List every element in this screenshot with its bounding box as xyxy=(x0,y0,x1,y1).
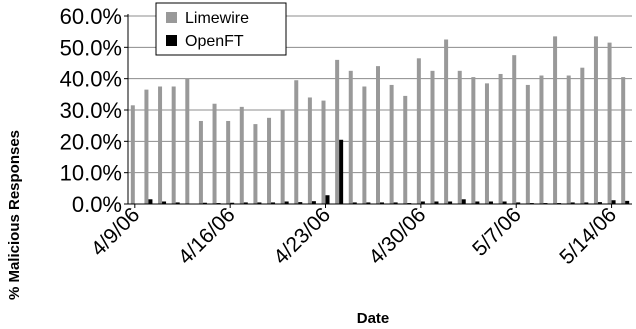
bar-limewire xyxy=(198,120,203,204)
bar-openft xyxy=(625,200,630,204)
x-tick-labels: 4/9/06 4/16/06 4/23/06 4/30/06 5/7/06 5/14/06 xyxy=(87,203,621,269)
bar-limewire xyxy=(580,67,585,204)
bar-openft xyxy=(175,202,180,204)
bar-openft xyxy=(570,202,575,204)
bar-openft xyxy=(597,202,602,204)
bar-openft xyxy=(461,199,466,204)
bar-limewire xyxy=(484,83,489,204)
bar-limewire xyxy=(294,80,299,204)
bar-limewire xyxy=(512,55,517,204)
bar-limewire xyxy=(267,117,272,204)
bar-limewire xyxy=(185,78,190,204)
y-tick-label: 40.0% xyxy=(60,67,122,92)
y-tick-label: 60.0% xyxy=(60,4,122,29)
bar-limewire xyxy=(621,77,626,204)
bar-limewire xyxy=(253,124,258,204)
bar-limewire xyxy=(403,95,408,204)
bar-openft xyxy=(352,202,357,204)
x-tick-label: 5/14/06 xyxy=(555,203,621,269)
bar-limewire xyxy=(389,84,394,204)
bar-limewire xyxy=(376,66,380,204)
bar-limewire xyxy=(539,75,544,204)
legend-box xyxy=(155,2,287,56)
bar-limewire xyxy=(362,86,367,204)
x-tick-label: 5/7/06 xyxy=(468,203,526,261)
bar-limewire xyxy=(471,77,476,204)
bar-openft xyxy=(339,139,344,204)
y-tick-label: 10.0% xyxy=(60,161,122,186)
bar-limewire xyxy=(280,110,285,204)
legend-swatch-limewire xyxy=(166,12,177,23)
legend: Limewire OpenFT xyxy=(155,2,287,56)
bar-openft xyxy=(488,201,493,204)
legend-swatch-openft xyxy=(166,35,177,46)
bar-openft xyxy=(311,201,316,204)
y-tick-label: 20.0% xyxy=(60,129,122,154)
bar-limewire xyxy=(607,42,612,204)
bar-limewire xyxy=(144,89,149,204)
bar-limewire xyxy=(307,97,312,204)
bar-openft xyxy=(393,202,398,204)
bar-openft xyxy=(271,202,276,204)
bar-openft xyxy=(366,202,371,204)
y-axis-title: % Malicious Responses xyxy=(6,130,23,300)
bar-openft xyxy=(434,201,439,204)
legend-label-openft: OpenFT xyxy=(185,33,244,50)
bar-openft xyxy=(298,202,303,204)
bar-limewire xyxy=(212,103,217,204)
y-tick-label: 50.0% xyxy=(60,35,122,60)
bar-limewire xyxy=(171,86,176,204)
bar-limewire xyxy=(525,84,530,204)
bar-openft xyxy=(243,202,248,204)
x-tick-label: 4/23/06 xyxy=(269,203,335,269)
bar-limewire xyxy=(348,70,353,204)
bar-limewire xyxy=(158,86,163,204)
bar-limewire xyxy=(321,100,326,204)
bar-limewire xyxy=(416,58,421,204)
legend-label-limewire: Limewire xyxy=(185,10,249,27)
x-tick-label: 4/30/06 xyxy=(365,203,431,269)
bar-openft xyxy=(448,201,453,204)
bar-openft xyxy=(611,200,616,204)
bar-limewire xyxy=(553,36,558,205)
bar-openft xyxy=(230,202,235,204)
axes xyxy=(124,14,632,208)
bar-openft xyxy=(202,202,207,204)
bar-limewire xyxy=(430,70,435,204)
bar-limewire xyxy=(335,59,340,205)
bar-limewire xyxy=(226,120,231,204)
bar-limewire xyxy=(566,75,571,204)
bar-limewire xyxy=(498,73,503,204)
bar-openft xyxy=(284,201,289,204)
y-tick-labels: 0.0% 10.0% 20.0% 30.0% 40.0% 50.0% 60.0% xyxy=(60,4,122,217)
y-tick-label: 30.0% xyxy=(60,98,122,123)
bar-limewire xyxy=(239,106,244,204)
bar-openft xyxy=(380,202,384,204)
bar-openft xyxy=(162,201,167,204)
bar-openft xyxy=(148,199,153,204)
bar-limewire xyxy=(130,105,135,204)
bar-openft xyxy=(516,202,521,204)
bar-limewire xyxy=(457,70,462,204)
bar-openft xyxy=(475,201,480,204)
bar-limewire xyxy=(444,39,449,204)
bar-openft xyxy=(502,201,507,204)
x-tick-label: 4/16/06 xyxy=(174,203,240,269)
x-axis-title: Date xyxy=(357,310,390,327)
bar-openft xyxy=(257,202,262,204)
bar-openft xyxy=(325,195,330,204)
bar-openft xyxy=(584,202,589,204)
y-tick-label: 0.0% xyxy=(72,192,122,217)
bar-marks xyxy=(130,36,630,205)
bar-limewire xyxy=(593,36,598,205)
bar-openft xyxy=(420,201,425,204)
